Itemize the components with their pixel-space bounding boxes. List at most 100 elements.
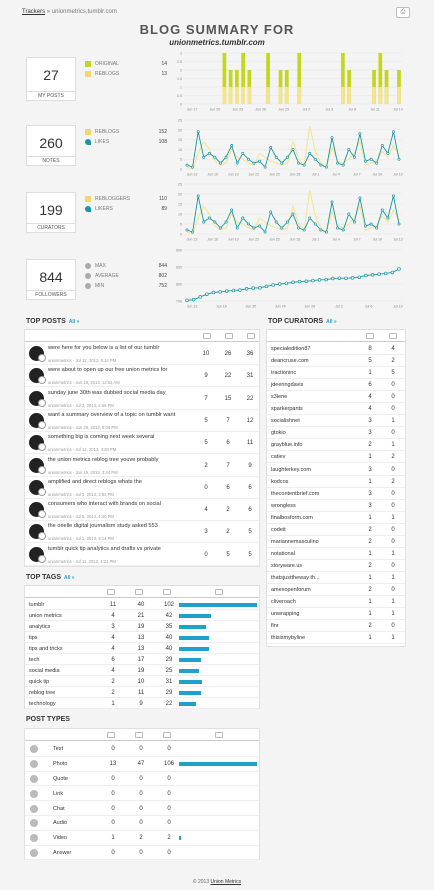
curator-row[interactable]: sparkerpants 4 0: [267, 403, 405, 416]
curator-name[interactable]: wrongless: [271, 502, 296, 509]
tag-row[interactable]: analytics 3 19 35: [25, 621, 259, 632]
post-row[interactable]: amplified and direct reblogs whats the un…: [25, 477, 259, 499]
post-title[interactable]: were here for you below is a list of our…: [48, 345, 160, 351]
union-metrics-link[interactable]: Union Metrics: [210, 879, 242, 885]
top-tags-all-link[interactable]: All »: [64, 575, 75, 581]
heart-icon[interactable]: [389, 333, 397, 339]
copy-icon[interactable]: [215, 589, 223, 595]
curator-row[interactable]: grayblue.info 2 1: [267, 439, 405, 452]
reblog-icon[interactable]: [203, 333, 211, 339]
curator-name[interactable]: jdeeringdavis: [271, 382, 304, 389]
curator-name[interactable]: cliveroach: [271, 599, 296, 606]
curator-name[interactable]: laughterkey.com: [271, 466, 311, 473]
pencil-icon[interactable]: [107, 589, 115, 595]
tag-name[interactable]: tumblr: [29, 601, 45, 608]
post-type-name[interactable]: Video: [53, 835, 67, 842]
curator-name[interactable]: thecontentbrief.com: [271, 490, 320, 497]
heart-icon[interactable]: [163, 732, 171, 738]
curator-row[interactable]: thisismybyline 1 1: [267, 632, 405, 645]
post-type-row[interactable]: Chat 0 0 0: [25, 801, 259, 816]
curator-row[interactable]: amexopenforum 2 0: [267, 584, 405, 596]
curator-name[interactable]: tractioninc: [271, 370, 297, 377]
post-type-row[interactable]: Audio 0 0 0: [25, 816, 259, 831]
post-row[interactable]: sunday june 30th was dubbed social media…: [25, 388, 259, 410]
post-type-row[interactable]: Video 1 2 2: [25, 831, 259, 846]
heart-icon[interactable]: [225, 333, 233, 339]
curator-row[interactable]: unwrapping 1 1: [267, 608, 405, 621]
post-type-name[interactable]: Link: [53, 790, 64, 797]
reblog-icon[interactable]: [135, 732, 143, 738]
tag-name[interactable]: social media: [29, 667, 60, 674]
reblog-icon[interactable]: [135, 589, 143, 595]
post-title[interactable]: sunday june 30th was dubbed social media…: [48, 389, 166, 396]
post-type-name[interactable]: Answer: [53, 849, 72, 856]
curator-name[interactable]: specialedition87: [271, 346, 311, 352]
post-type-row[interactable]: Quote 0 0 0: [25, 772, 259, 787]
post-type-name[interactable]: Chat: [53, 805, 65, 812]
curator-row[interactable]: cliveroach 1 1: [267, 596, 405, 609]
tag-name[interactable]: tech: [29, 656, 40, 663]
curator-row[interactable]: mariannemasculino 2 0: [267, 536, 405, 548]
post-type-row[interactable]: Answer 0 0 0: [25, 846, 259, 861]
post-type-row[interactable]: Text 0 0 0: [25, 742, 259, 757]
post-title[interactable]: tumblr quick tip analytics and drafts vs…: [48, 545, 161, 552]
post-row[interactable]: tumblr quick tip analytics and drafts vs…: [25, 544, 259, 566]
breadcrumb-trackers-link[interactable]: Trackers: [22, 9, 46, 15]
post-row[interactable]: were about to open up our free union met…: [25, 365, 259, 388]
post-type-name[interactable]: Quote: [53, 775, 68, 782]
tag-row[interactable]: reblog tree 2 11 29: [25, 687, 259, 698]
post-row[interactable]: were here for you below is a list of our…: [25, 343, 259, 365]
curator-name[interactable]: thisismybyline: [271, 635, 306, 642]
tag-row[interactable]: tips and tricks 4 13 40: [25, 643, 259, 654]
tag-row[interactable]: union metrics 4 21 42: [25, 610, 259, 621]
curator-name[interactable]: gtokio: [271, 430, 286, 437]
curator-name[interactable]: deancruse.com: [271, 358, 309, 365]
post-type-row[interactable]: Photo 13 47 106: [25, 757, 259, 772]
post-row[interactable]: consumers who interact with brands on so…: [25, 499, 259, 522]
curator-row[interactable]: wrongless 3 0: [267, 500, 405, 512]
post-type-name[interactable]: Text: [53, 746, 64, 753]
copy-icon[interactable]: [247, 333, 255, 339]
post-row[interactable]: the union metrics reblog tree youve prob…: [25, 455, 259, 477]
curator-name[interactable]: amexopenforum: [271, 587, 311, 593]
heart-icon[interactable]: [163, 589, 171, 595]
curator-row[interactable]: storyware.us 2 0: [267, 560, 405, 572]
tag-name[interactable]: analytics: [29, 623, 51, 630]
curator-name[interactable]: kodcos: [271, 478, 289, 485]
curator-row[interactable]: kodcos 1 2: [267, 476, 405, 488]
top-posts-all-link[interactable]: All »: [68, 319, 80, 325]
top-curators-all-link[interactable]: All »: [326, 319, 337, 325]
tag-row[interactable]: technology 1 9 22: [25, 698, 259, 709]
curator-row[interactable]: socialishnet 3 1: [267, 415, 405, 428]
post-type-name[interactable]: Photo: [53, 761, 68, 768]
tag-name[interactable]: technology: [29, 700, 56, 707]
post-row[interactable]: something big is coming next week severa…: [25, 432, 259, 455]
tag-row[interactable]: quick tip 2 10 31: [25, 676, 259, 687]
curator-name[interactable]: s3lene: [271, 394, 288, 401]
post-title[interactable]: consumers who interact with brands on so…: [48, 501, 161, 508]
pencil-icon[interactable]: [107, 732, 115, 738]
curator-row[interactable]: jdeeringdavis 6 0: [267, 379, 405, 392]
curator-row[interactable]: thecontentbrief.com 3 0: [267, 488, 405, 500]
reblog-icon[interactable]: [366, 333, 374, 339]
curator-row[interactable]: flnr 2 0: [267, 620, 405, 633]
tag-name[interactable]: tips and tricks: [29, 645, 63, 652]
post-title[interactable]: the union metrics reblog tree youve prob…: [48, 456, 159, 463]
curator-name[interactable]: storyware.us: [271, 562, 303, 569]
tag-name[interactable]: quick tip: [29, 678, 50, 685]
post-title[interactable]: amplified and direct reblogs whats the: [48, 478, 142, 485]
tag-name[interactable]: tips: [29, 634, 38, 641]
curator-row[interactable]: gtokio 3 0: [267, 427, 405, 440]
curator-name[interactable]: unwrapping: [271, 611, 300, 618]
post-title[interactable]: want a summary overview of a topic on tu…: [48, 411, 176, 418]
curator-name[interactable]: flnr: [271, 623, 279, 630]
tag-row[interactable]: social media 4 19 25: [25, 665, 259, 676]
copy-icon[interactable]: [215, 732, 223, 738]
post-title[interactable]: something big is coming next week severa…: [48, 434, 155, 441]
post-row[interactable]: want a summary overview of a topic on tu…: [25, 410, 259, 432]
curator-row[interactable]: catiev 1 2: [267, 451, 405, 464]
curator-row[interactable]: finalbosform.com 1 1: [267, 512, 405, 524]
curator-row[interactable]: specialedition87 8 4: [267, 343, 405, 355]
curator-row[interactable]: deancruse.com 5 2: [267, 355, 405, 368]
curator-row[interactable]: s3lene 4 0: [267, 391, 405, 404]
